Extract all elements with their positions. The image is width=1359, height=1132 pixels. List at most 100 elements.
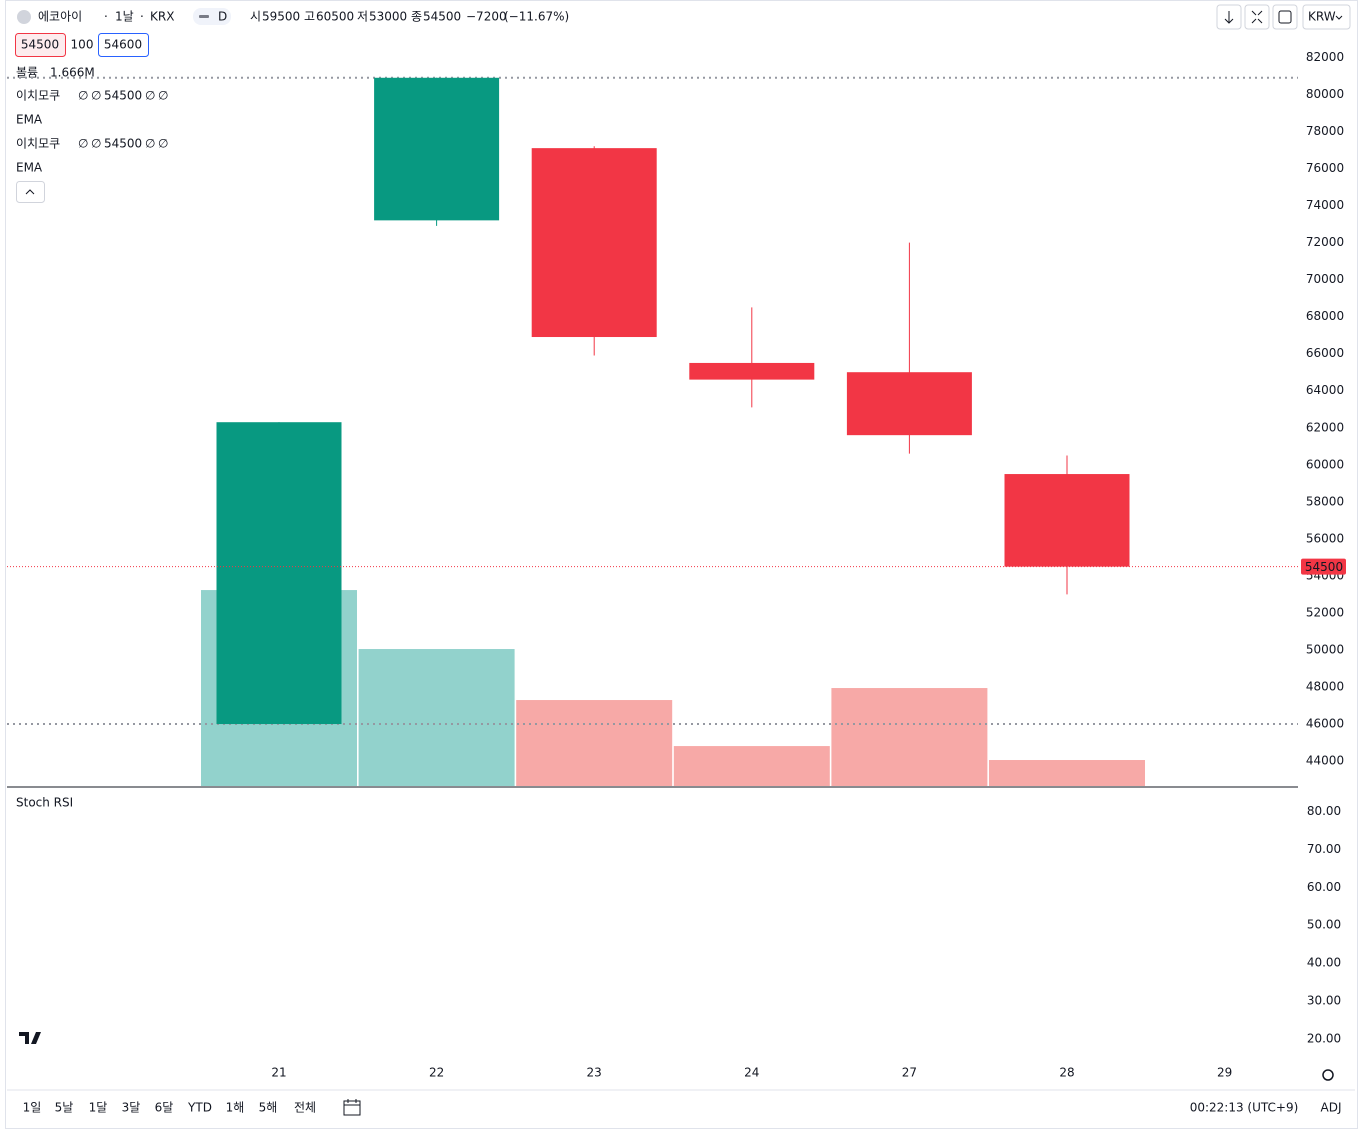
- range-button[interactable]: 6달: [155, 1101, 174, 1115]
- candle-body: [846, 372, 972, 436]
- indicator-value: ∅: [158, 89, 168, 103]
- y-tick-label: 40.00: [1307, 956, 1341, 970]
- ohlc-label: 시: [250, 10, 261, 24]
- range-button[interactable]: 1해: [226, 1101, 245, 1115]
- frame: [5, 0, 1358, 1129]
- range-button[interactable]: 5날: [55, 1101, 74, 1115]
- currency: KRW: [1308, 10, 1336, 24]
- y-tick-label: 80.00: [1307, 804, 1341, 818]
- volume-value: 1.666M: [50, 66, 95, 80]
- y-tick-label: 50000: [1306, 642, 1344, 656]
- indicator-value: ∅: [145, 137, 155, 151]
- down-icon: [1224, 11, 1234, 24]
- candle-body: [531, 148, 657, 338]
- y-tick-label: 82000: [1306, 50, 1344, 64]
- symbol: 에코아이: [38, 10, 82, 24]
- buy-button[interactable]: [98, 33, 149, 57]
- y-tick-label: 80000: [1306, 87, 1344, 101]
- y-tick-label: 56000: [1306, 531, 1344, 545]
- ohlc-value: 54500: [423, 10, 461, 24]
- volume-label: 볼륨: [16, 66, 38, 80]
- ohlc-label: 고: [304, 10, 315, 24]
- y-tick-label: 72000: [1306, 235, 1344, 249]
- chevron: [25, 189, 35, 195]
- y-tick-label: 62000: [1306, 420, 1344, 434]
- currency-button[interactable]: [1302, 4, 1351, 30]
- bid: 54500: [21, 38, 59, 52]
- spread: 100: [71, 38, 94, 52]
- separator: ·: [104, 10, 108, 24]
- change-pct: (−11.67%): [504, 10, 569, 24]
- range-button[interactable]: 1일: [23, 1101, 42, 1115]
- last-price-tag: [1301, 558, 1346, 575]
- y-tick-label: 50.00: [1307, 918, 1341, 932]
- range-button[interactable]: 1달: [89, 1101, 108, 1115]
- y-tick-label: 20.00: [1307, 1031, 1341, 1045]
- y-tick-label: 64000: [1306, 383, 1344, 397]
- y-tick-label: 78000: [1306, 124, 1344, 138]
- y-tick-label: 68000: [1306, 309, 1344, 323]
- indicator-value: ∅: [158, 137, 168, 151]
- indicator-label: EMA: [16, 113, 43, 127]
- range-button[interactable]: 전체: [294, 1101, 316, 1115]
- candle-body: [216, 422, 342, 725]
- settings-icon[interactable]: [1322, 1069, 1334, 1081]
- indicator-value: ∅: [78, 89, 88, 103]
- range-button[interactable]: 3달: [122, 1101, 141, 1115]
- change: −7200: [466, 10, 507, 24]
- y-tick-label: 66000: [1306, 346, 1344, 360]
- indicator-value: ∅: [91, 137, 101, 151]
- currency-chevron: [1335, 15, 1343, 20]
- y-tick-label: 74000: [1306, 198, 1344, 212]
- volume-bar: [831, 688, 988, 786]
- badge-icon: [199, 15, 209, 18]
- goto-date-icon[interactable]: [343, 1099, 361, 1116]
- indicator-label: 이치모쿠: [16, 89, 60, 103]
- last-price-label: 54500: [1305, 560, 1343, 574]
- pane-title: Stoch RSI: [16, 796, 73, 810]
- candle-body: [374, 77, 500, 221]
- indicator-value: ∅: [91, 89, 101, 103]
- range-button[interactable]: 5해: [259, 1101, 278, 1115]
- y-tick-label: 70000: [1306, 272, 1344, 286]
- indicator-label: 이치모쿠: [16, 137, 60, 151]
- adj[interactable]: ADJ: [1321, 1101, 1342, 1115]
- y-tick-label: 52000: [1306, 605, 1344, 619]
- y-tick-label: 76000: [1306, 161, 1344, 175]
- exchange: KRX: [150, 10, 174, 24]
- volume-bar: [989, 760, 1145, 786]
- x-tick-label: 23: [587, 1066, 602, 1080]
- y-tick-label: 44000: [1306, 754, 1344, 768]
- volume-bar: [673, 746, 830, 786]
- y-tick-label: 30.00: [1307, 993, 1341, 1007]
- range-button[interactable]: YTD: [187, 1101, 212, 1115]
- indicator-value: ∅: [145, 89, 155, 103]
- ohlc-value: 59500: [262, 10, 300, 24]
- clock: 00:22:13 (UTC+9): [1190, 1101, 1299, 1115]
- ohlc-value: 60500: [316, 10, 354, 24]
- fullscreen-button[interactable]: [1272, 4, 1298, 30]
- x-tick-label: 22: [429, 1066, 444, 1080]
- x-tick-label: 27: [902, 1066, 917, 1080]
- x-tick-label: 24: [744, 1066, 759, 1080]
- indicator-value: 54500: [104, 89, 142, 103]
- candle-body: [689, 362, 815, 380]
- x-tick-label: 21: [271, 1066, 286, 1080]
- collapse-button[interactable]: [1244, 4, 1270, 30]
- y-tick-label: 60000: [1306, 457, 1344, 471]
- indicator-value: ∅: [78, 137, 88, 151]
- x-tick-label: 28: [1059, 1066, 1074, 1080]
- fullscreen-icon: [1278, 10, 1292, 24]
- logo-dot: [17, 10, 31, 24]
- y-tick-label: 46000: [1306, 717, 1344, 731]
- separator: ·: [140, 10, 144, 24]
- y-tick-label: 48000: [1306, 680, 1344, 694]
- x-tick-label: 29: [1217, 1066, 1232, 1080]
- collapse-legend-button[interactable]: [16, 181, 45, 203]
- volume-bar: [516, 700, 673, 786]
- sell-button[interactable]: [15, 33, 66, 57]
- ask: 54600: [104, 38, 142, 52]
- indicator-value: 54500: [104, 137, 142, 151]
- ohlc-label: 종: [411, 10, 422, 24]
